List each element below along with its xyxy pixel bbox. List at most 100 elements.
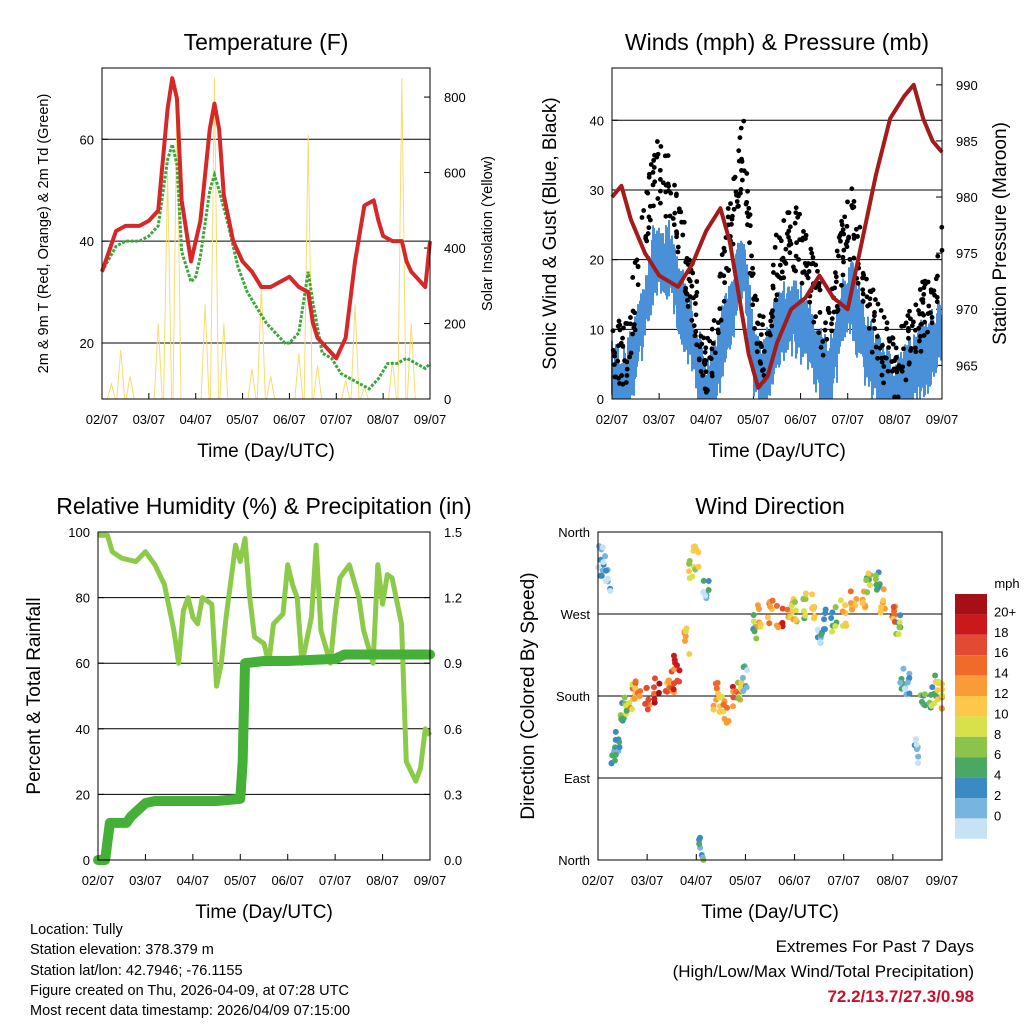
- y-tick-label: 30: [590, 183, 604, 198]
- x-axis-label: Time (Day/UTC): [195, 902, 333, 923]
- gust-point: [620, 381, 626, 387]
- colorbar-label: 6: [994, 747, 1001, 762]
- series-insolation-peak: [106, 381, 116, 400]
- gust-point: [749, 253, 754, 259]
- colorbar-swatch: [955, 736, 987, 758]
- gust-point: [770, 308, 775, 314]
- gust-point: [624, 373, 630, 378]
- direction-point: [651, 684, 658, 691]
- direction-point: [791, 598, 798, 605]
- gust-point: [807, 299, 813, 305]
- series-humidity: [98, 532, 433, 784]
- colorbar-label: 18: [994, 625, 1008, 640]
- gust-point: [907, 308, 912, 314]
- y-axis-label: 2m & 9m T (Red, Orange) & 2m Td (Green): [36, 94, 52, 374]
- gust-point: [685, 297, 690, 303]
- gust-point: [820, 339, 826, 344]
- gust-point: [834, 248, 840, 254]
- direction-point: [735, 695, 742, 702]
- x-tick-label: 08/07: [367, 412, 400, 427]
- direction-point: [829, 609, 836, 616]
- direction-point: [754, 602, 761, 609]
- x-tick-label: 06/07: [273, 412, 306, 427]
- gust-point: [647, 203, 653, 209]
- direction-point: [904, 679, 911, 686]
- gust-point: [617, 322, 623, 328]
- gust-point: [750, 302, 756, 308]
- x-tick-label: 07/07: [827, 873, 860, 888]
- gust-point: [680, 232, 686, 238]
- plot-frame: [101, 67, 431, 400]
- gust-point: [831, 309, 837, 315]
- y-tick-label-right: 200: [444, 317, 466, 332]
- gust-point: [884, 326, 890, 332]
- gust-point: [627, 321, 633, 327]
- gust-point: [847, 257, 853, 262]
- gust-point: [842, 214, 848, 220]
- gust-point: [699, 341, 705, 347]
- direction-point: [773, 602, 780, 609]
- gust-point: [628, 315, 633, 320]
- gust-point: [908, 346, 914, 351]
- gust-point: [911, 319, 916, 325]
- gust-point: [696, 357, 702, 363]
- y-tick-label-right: 0.9: [444, 656, 462, 671]
- x-tick-label: 02/07: [596, 412, 629, 427]
- gust-point: [764, 331, 770, 337]
- y-tick-label-right: 965: [956, 358, 978, 373]
- gust-point: [825, 307, 831, 313]
- direction-point: [802, 612, 809, 619]
- direction-point: [802, 590, 809, 597]
- gust-point: [758, 332, 764, 338]
- y-tick-label: 20: [590, 253, 604, 268]
- direction-point: [901, 685, 908, 692]
- colorbar-swatch: [955, 716, 987, 737]
- gust-point: [816, 330, 822, 336]
- gust-point: [703, 369, 709, 375]
- gust-point: [709, 373, 715, 379]
- plot-frame: [597, 531, 943, 861]
- direction-point: [915, 753, 922, 760]
- gust-point: [889, 368, 895, 374]
- y-tick-label-right: 0.3: [444, 787, 462, 802]
- gust-point: [801, 229, 806, 234]
- panel-title: Winds (mph) & Pressure (mb): [625, 29, 929, 55]
- gust-point: [735, 204, 741, 209]
- series-insolation-peak: [116, 349, 126, 400]
- gust-point: [792, 220, 798, 226]
- gust-point: [879, 359, 885, 365]
- gust-point: [769, 323, 775, 329]
- direction-point: [712, 680, 719, 687]
- direction-point: [865, 570, 872, 577]
- direction-point: [651, 675, 658, 682]
- gust-point: [777, 262, 783, 268]
- gust-point: [917, 311, 923, 317]
- gust-point: [783, 246, 789, 252]
- direction-point: [863, 577, 870, 584]
- gust-point: [772, 244, 778, 250]
- gust-point: [860, 298, 866, 304]
- gust-point: [722, 280, 728, 286]
- gust-point: [860, 287, 866, 293]
- direction-point: [651, 695, 658, 702]
- gust-point: [671, 222, 677, 228]
- direction-point: [702, 592, 709, 599]
- direction-point: [877, 604, 884, 611]
- gust-point: [721, 273, 727, 279]
- x-tick-label: 09/07: [414, 873, 447, 888]
- gust-point: [612, 362, 617, 367]
- gust-point: [694, 342, 700, 348]
- gust-point: [663, 213, 669, 219]
- gust-point: [841, 259, 846, 265]
- gust-point: [702, 349, 708, 355]
- y-axis-label-right: Solar Insolation (Yellow): [480, 156, 496, 311]
- gust-point: [867, 296, 873, 302]
- gust-point: [750, 265, 755, 271]
- direction-point: [599, 544, 606, 551]
- gust-point: [800, 235, 806, 241]
- gust-point: [725, 206, 731, 211]
- gust-point: [675, 244, 681, 250]
- direction-point: [847, 599, 854, 606]
- gust-point: [871, 313, 877, 319]
- gust-point: [777, 235, 782, 241]
